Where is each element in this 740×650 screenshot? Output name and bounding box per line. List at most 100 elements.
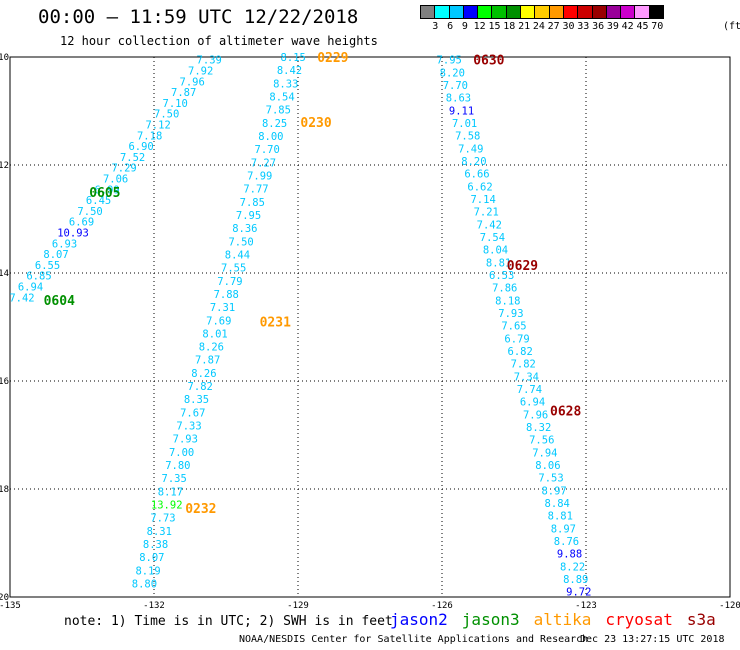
wave-height-value: 9.11 xyxy=(449,105,474,117)
wave-height-value: 6.69 xyxy=(69,217,94,229)
wave-height-value: 7.70 xyxy=(255,144,280,156)
latitude-tick-label: -20 xyxy=(0,593,9,603)
wave-height-value: 7.52 xyxy=(120,152,145,164)
wave-height-value: 8.84 xyxy=(545,498,570,510)
latitude-tick-label: -16 xyxy=(0,377,9,387)
wave-height-value: 13.92 xyxy=(151,500,183,512)
latitude-tick-label: -12 xyxy=(0,161,9,171)
legend-label: 39 xyxy=(606,21,619,32)
wave-height-value: 8.81 xyxy=(548,511,573,523)
wave-height-value: 7.56 xyxy=(529,435,554,447)
pass-time-label: 0229 xyxy=(317,51,348,66)
wave-height-value: 7.50 xyxy=(77,206,102,218)
wave-height-value: 7.85 xyxy=(240,197,265,209)
wave-height-value: 7.96 xyxy=(180,76,205,88)
wave-height-value: 7.77 xyxy=(243,184,268,196)
chart-subtitle: 12 hour collection of altimeter wave hei… xyxy=(60,34,378,48)
map-frame xyxy=(9,56,731,598)
wave-height-value: 6.94 xyxy=(18,282,43,294)
wave-height-value: 7.65 xyxy=(501,321,526,333)
wave-height-value: 8.97 xyxy=(551,523,576,535)
wave-height-value: 7.50 xyxy=(154,109,179,121)
pass-time-label: 0628 xyxy=(550,405,581,420)
satellite-legend-s3a: s3a xyxy=(686,610,716,629)
wave-height-value: 6.55 xyxy=(35,260,60,272)
wave-height-value: 8.18 xyxy=(495,295,520,307)
wave-height-value: 8.54 xyxy=(269,91,294,103)
wave-height-value: 8.06 xyxy=(535,460,560,472)
wave-height-value: 8.15 xyxy=(281,52,306,64)
track-0604-0605: 7.397.927.967.877.107.507.127.186.907.52… xyxy=(9,55,221,309)
wave-height-value: 7.58 xyxy=(455,131,480,143)
pass-time-label: 0630 xyxy=(473,54,504,69)
track-layer: 7.397.927.967.877.107.507.127.186.907.52… xyxy=(9,51,591,599)
wave-height-value: 7.95 xyxy=(236,210,261,222)
pass-time-label: 0604 xyxy=(44,294,75,309)
wave-height-value: 7.49 xyxy=(458,143,483,155)
wave-height-value: 8.01 xyxy=(202,328,227,340)
legend-label: 3 xyxy=(432,21,439,32)
wave-height-value: 7.50 xyxy=(228,236,253,248)
wave-height-value: 7.87 xyxy=(195,355,220,367)
wave-height-value: 8.07 xyxy=(43,249,68,261)
wave-height-value: 8.19 xyxy=(135,565,160,577)
wave-height-value: 8.26 xyxy=(191,368,216,380)
wave-height-value: 8.89 xyxy=(563,574,588,586)
wave-height-value: 7.99 xyxy=(247,170,272,182)
longitude-tick-label: -126 xyxy=(431,601,453,611)
axis-ticks: -135 -132 -129 -126 -123 -120 -10 -12 -14 -16 -18 -… xyxy=(0,53,740,611)
generated-timestamp: Dec 23 13:27:15 UTC 2018 xyxy=(580,634,725,645)
wave-height-value: 7.29 xyxy=(111,163,136,175)
satellite-legend-cryosat: cryosat xyxy=(605,610,673,629)
satellite-legend: jason2 jason3 altika cryosat s3a xyxy=(390,610,730,629)
pass-time-label: 0230 xyxy=(300,116,331,131)
wave-height-value: 8.35 xyxy=(184,394,209,406)
wave-height-value: 7.96 xyxy=(523,409,548,421)
wave-height-value: 7.80 xyxy=(165,460,190,472)
latitude-tick-label: -10 xyxy=(0,53,9,63)
wave-height-value: 8.80 xyxy=(132,579,157,591)
legend-label: 18 xyxy=(503,21,516,32)
legend-unit: (ft) xyxy=(723,21,740,32)
wave-height-value: 7.34 xyxy=(514,371,539,383)
wave-height-value: 7.93 xyxy=(173,434,198,446)
wave-height-value: 7.10 xyxy=(163,98,188,110)
wave-height-value: 7.86 xyxy=(492,283,517,295)
wave-height-value: 8.04 xyxy=(483,245,508,257)
wave-height-value: 7.92 xyxy=(188,66,213,78)
wave-height-value: 6.85 xyxy=(26,271,51,283)
wave-height-value: 7.69 xyxy=(206,315,231,327)
grid-lines xyxy=(10,57,730,597)
wave-height-value: 6.99 xyxy=(94,184,119,196)
longitude-tick-label: -123 xyxy=(575,601,597,611)
wave-height-value: 9.88 xyxy=(557,549,582,561)
wave-height-value: 6.79 xyxy=(504,333,529,345)
wave-height-value: 8.20 xyxy=(440,67,465,79)
wave-height-value: 7.53 xyxy=(538,473,563,485)
wave-height-value: 8.42 xyxy=(277,65,302,77)
wave-height-value: 8.97 xyxy=(541,485,566,497)
wave-height-value: 8.17 xyxy=(158,486,183,498)
wave-height-value: 6.45 xyxy=(86,195,111,207)
wave-height-value: 7.00 xyxy=(169,447,194,459)
longitude-tick-label: -129 xyxy=(287,601,309,611)
legend-swatch xyxy=(648,5,665,19)
wave-height-value: 7.31 xyxy=(210,302,235,314)
wave-height-value: 7.27 xyxy=(251,157,276,169)
wave-height-value: 7.14 xyxy=(470,194,495,206)
wave-height-value: 6.62 xyxy=(467,181,492,193)
satellite-legend-jason3: jason3 xyxy=(461,610,520,629)
wave-height-value: 8.38 xyxy=(143,539,168,551)
wave-height-value: 7.42 xyxy=(9,292,34,304)
longitude-tick-label: -132 xyxy=(143,601,165,611)
legend-label: 15 xyxy=(488,21,501,32)
wave-height-value: 7.73 xyxy=(150,513,175,525)
units-note: note: 1) Time is in UTC; 2) SWH is in fe… xyxy=(64,614,393,629)
wave-height-value: 8.63 xyxy=(446,93,471,105)
wave-height-value: 7.06 xyxy=(103,174,128,186)
wave-height-value: 9.72 xyxy=(566,587,591,599)
wave-height-value: 8.81 xyxy=(486,257,511,269)
wave-height-value: 8.44 xyxy=(225,249,250,261)
wave-height-value: 7.87 xyxy=(171,87,196,99)
